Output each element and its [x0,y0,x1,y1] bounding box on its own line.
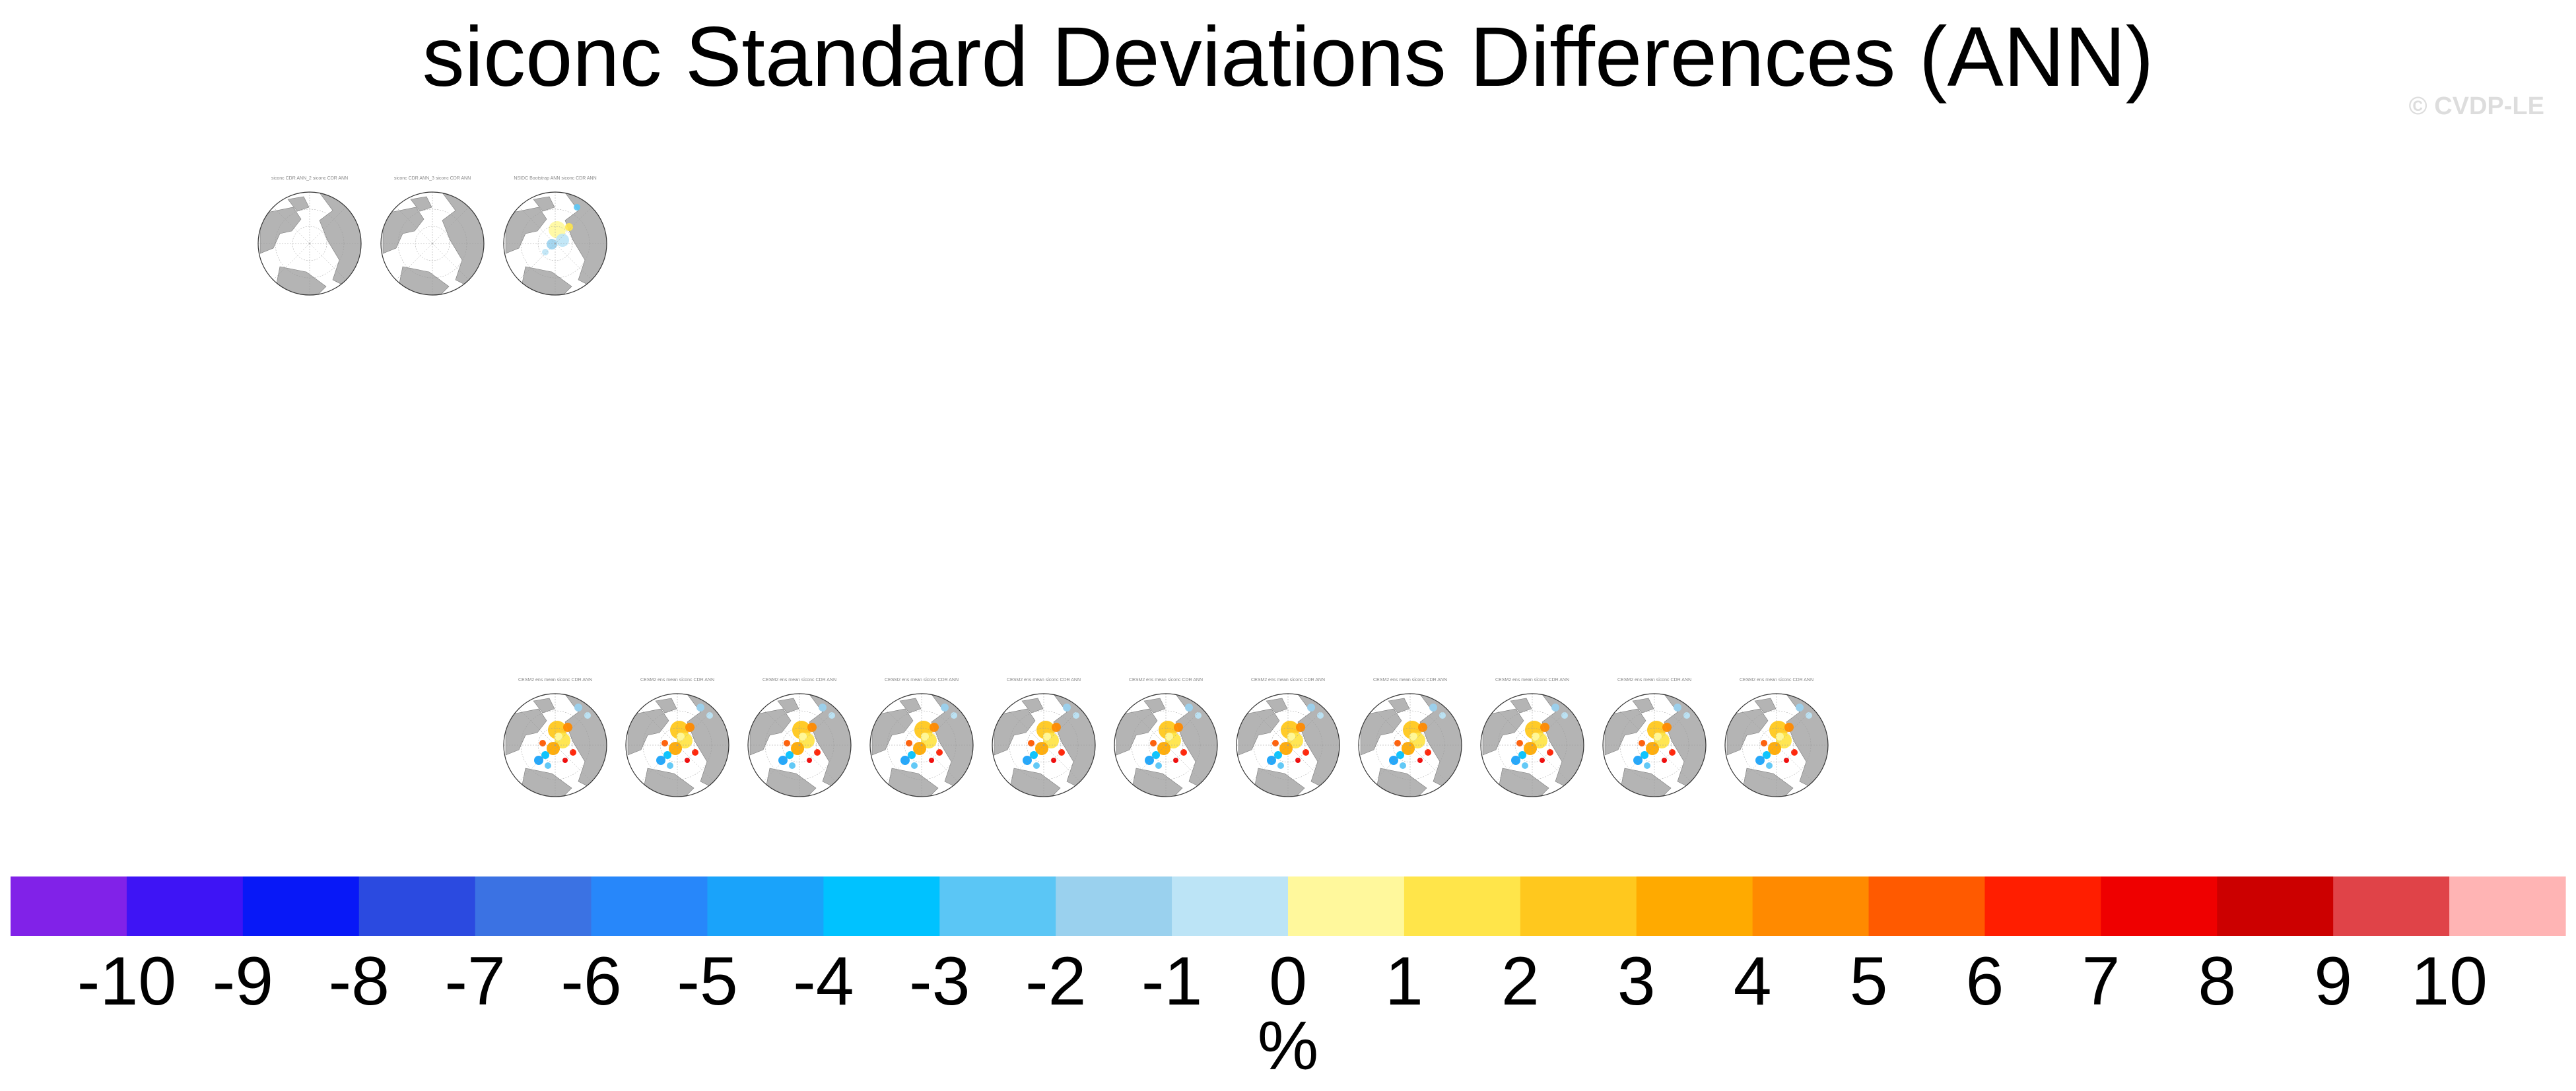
polar-map [1602,693,1707,797]
polar-map [869,693,974,797]
map-panel-title: CESM2 ens mean siconc CDR ANN [1495,678,1570,682]
map-panel-title: CESM2 ens mean siconc CDR ANN [1250,678,1326,682]
colorbar-tick-label: 4 [1734,943,1772,1020]
polar-map [747,693,852,797]
watermark: © CVDP-LE [2408,92,2544,120]
map-panel: CESM2 ens mean siconc CDR ANN [743,677,856,812]
map-panel: CESM2 ens mean siconc CDR ANN [1232,677,1344,812]
map-panel-title: CESM2 ens mean siconc CDR ANN [518,678,593,682]
map-panel: CESM2 ens mean siconc CDR ANN [1476,677,1588,812]
map-panel: CESM2 ens mean siconc CDR ANN [865,677,978,812]
colorbar-tick-label: 7 [2082,943,2120,1020]
colorbar-swatch [1868,876,1986,936]
colorbar-tick-label: -4 [793,943,854,1020]
colorbar-tick-label: -1 [1141,943,1202,1020]
colorbar-tick-label: 10 [2411,943,2488,1020]
colorbar-swatch [1288,876,1405,936]
map-panel-title: CESM2 ens mean siconc CDR ANN [884,678,959,682]
colorbar-swatch [475,876,592,936]
colorbar-tick-label: 0 [1269,943,1307,1020]
map-panel-title: CESM2 ens mean siconc CDR ANN [1128,678,1203,682]
map-panel: siconc CDR ANN_3 siconc CDR ANN [376,176,489,311]
map-panel-title: siconc CDR ANN_2 siconc CDR ANN [271,176,349,181]
map-panel: CESM2 ens mean siconc CDR ANN [621,677,733,812]
map-panel: CESM2 ens mean siconc CDR ANN [1598,677,1711,812]
polar-map [503,693,607,797]
polar-map [1480,693,1584,797]
colorbar-tick-label: 3 [1617,943,1656,1020]
colorbar-swatch [823,876,940,936]
colorbar-swatch [242,876,360,936]
map-panel: NSIDC Bootstrap ANN siconc CDR ANN [499,176,611,311]
colorbar-unit-label: % [1257,1008,1319,1084]
colorbar-tick-label: -6 [560,943,621,1020]
map-panel-title: CESM2 ens mean siconc CDR ANN [1617,678,1692,682]
colorbar-swatch [1172,876,1289,936]
map-panel-title: siconc CDR ANN_3 siconc CDR ANN [393,176,471,181]
map-panel-title: CESM2 ens mean siconc CDR ANN [1006,678,1081,682]
colorbar-tick-label: 5 [1850,943,1888,1020]
map-panel: CESM2 ens mean siconc CDR ANN [1354,677,1466,812]
map-panel-title: CESM2 ens mean siconc CDR ANN [1739,678,1814,682]
map-panel: CESM2 ens mean siconc CDR ANN [988,677,1100,812]
map-panel: CESM2 ens mean siconc CDR ANN [1110,677,1222,812]
polar-map [257,191,362,296]
colorbar-tick-label: 1 [1385,943,1423,1020]
colorbar-tick-label: 2 [1501,943,1540,1020]
colorbar-tick-label: -3 [909,943,970,1020]
map-panel: CESM2 ens mean siconc CDR ANN [1720,677,1833,812]
polar-map [992,693,1096,797]
colorbar-swatch [11,876,127,936]
colorbar-tick-label: 8 [2198,943,2236,1020]
colorbar-tick-label: -10 [77,943,176,1020]
colorbar-swatch [2333,876,2450,936]
polar-map [625,693,729,797]
polar-map [1114,693,1218,797]
colorbar-swatch [2217,876,2334,936]
map-panel: CESM2 ens mean siconc CDR ANN [499,677,611,812]
polar-map [503,191,607,296]
colorbar-tick-label: -2 [1025,943,1086,1020]
colorbar-tick-label: -8 [328,943,389,1020]
colorbar-swatch [707,876,824,936]
colorbar-swatch [1056,876,1172,936]
colorbar-tick-label: -7 [444,943,505,1020]
colorbar-swatch [2101,876,2218,936]
polar-map [1724,693,1829,797]
colorbar-swatch [1404,876,1521,936]
colorbar-swatch [1636,876,1753,936]
colorbar-swatch [1984,876,2101,936]
figure-title: siconc Standard Deviations Differences (… [422,10,2154,104]
colorbar-swatch [126,876,244,936]
map-panel: siconc CDR ANN_2 siconc CDR ANN [254,176,366,311]
colorbar-tick-label: -9 [213,943,273,1020]
colorbar-tick-label: -5 [677,943,737,1020]
map-panel-title: CESM2 ens mean siconc CDR ANN [762,678,837,682]
map-panel-title: NSIDC Bootstrap ANN siconc CDR ANN [514,176,597,181]
colorbar-tick-label: 9 [2314,943,2352,1020]
colorbar-swatch [1752,876,1870,936]
colorbar-swatch [591,876,708,936]
colorbar-swatch [939,876,1056,936]
polar-map [1236,693,1340,797]
map-panel-title: CESM2 ens mean siconc CDR ANN [640,678,715,682]
polar-map [380,191,485,296]
polar-map [1358,693,1462,797]
colorbar-tick-label: 6 [1966,943,2004,1020]
map-panel-title: CESM2 ens mean siconc CDR ANN [1373,678,1448,682]
colorbar-swatch [358,876,476,936]
colorbar-swatch [1520,876,1637,936]
colorbar-swatch [2449,876,2566,936]
